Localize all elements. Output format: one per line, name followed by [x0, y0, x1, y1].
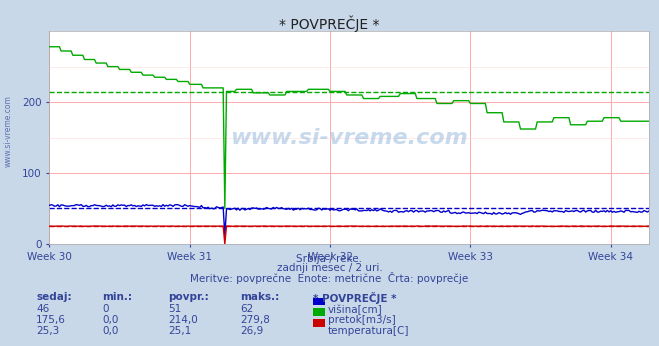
- Text: 0,0: 0,0: [102, 326, 119, 336]
- Text: pretok[m3/s]: pretok[m3/s]: [328, 315, 396, 325]
- Text: 0,0: 0,0: [102, 315, 119, 325]
- Text: 51: 51: [168, 304, 181, 315]
- Text: temperatura[C]: temperatura[C]: [328, 326, 410, 336]
- Text: 26,9: 26,9: [241, 326, 264, 336]
- Text: 46: 46: [36, 304, 49, 315]
- Text: min.:: min.:: [102, 292, 132, 302]
- Text: * POVPREČJE *: * POVPREČJE *: [313, 292, 397, 304]
- Text: www.si-vreme.com: www.si-vreme.com: [231, 128, 468, 147]
- Text: 279,8: 279,8: [241, 315, 270, 325]
- Text: 25,1: 25,1: [168, 326, 191, 336]
- Text: povpr.:: povpr.:: [168, 292, 209, 302]
- Text: 214,0: 214,0: [168, 315, 198, 325]
- Text: www.si-vreme.com: www.si-vreme.com: [3, 95, 13, 167]
- Text: Meritve: povprečne  Enote: metrične  Črta: povprečje: Meritve: povprečne Enote: metrične Črta:…: [190, 272, 469, 284]
- Text: 0: 0: [102, 304, 109, 315]
- Text: sedaj:: sedaj:: [36, 292, 72, 302]
- Text: maks.:: maks.:: [241, 292, 280, 302]
- Text: zadnji mesec / 2 uri.: zadnji mesec / 2 uri.: [277, 263, 382, 273]
- Text: 25,3: 25,3: [36, 326, 59, 336]
- Text: Srbija / reke.: Srbija / reke.: [297, 254, 362, 264]
- Text: * POVPREČJE *: * POVPREČJE *: [279, 16, 380, 32]
- Text: 62: 62: [241, 304, 254, 315]
- Text: 175,6: 175,6: [36, 315, 66, 325]
- Text: višina[cm]: višina[cm]: [328, 304, 383, 315]
